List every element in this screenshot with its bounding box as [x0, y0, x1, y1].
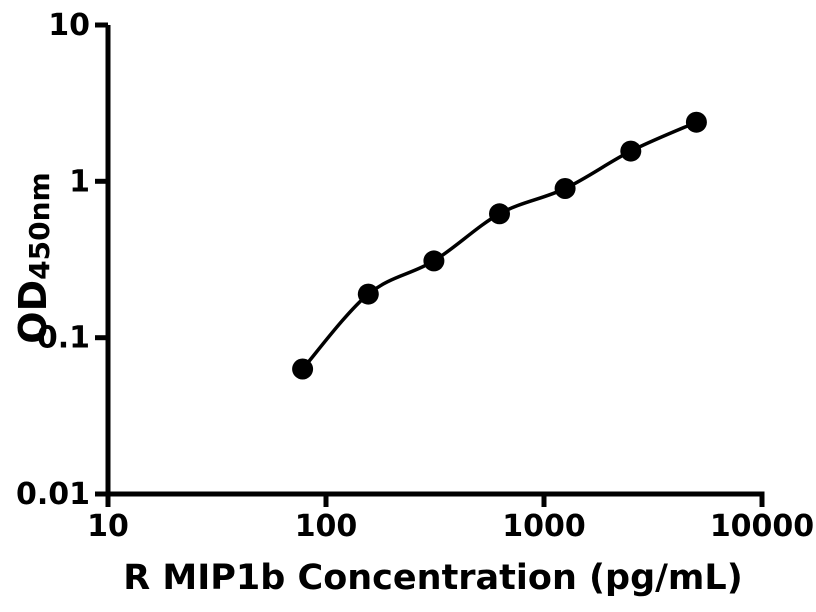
- x-tick-label-100: 100: [295, 509, 358, 544]
- axes-layer: [95, 22, 765, 507]
- tick-label-layer: 10 100 1000 10000 10 1 0.1 0.01: [16, 8, 814, 544]
- x-tick-label-10000: 10000: [710, 509, 814, 544]
- plot-layer: [292, 111, 707, 380]
- y-tick-label-0.01: 0.01: [16, 477, 90, 512]
- data-point-3: [489, 203, 510, 225]
- data-point-1: [357, 283, 379, 305]
- data-point-6: [685, 111, 707, 133]
- y-axis-title-main: OD: [11, 280, 55, 344]
- y-axis-title: OD450nm: [11, 172, 56, 343]
- y-tick-label-0.1: 0.1: [37, 321, 90, 356]
- x-tick-label-10: 10: [87, 509, 129, 544]
- x-tick-label-1000: 1000: [502, 509, 586, 544]
- data-point-0: [292, 358, 314, 380]
- data-point-5: [620, 140, 642, 162]
- y-axis-title-subscript: 450nm: [23, 172, 56, 280]
- y-tick-label-1: 1: [69, 164, 90, 199]
- data-point-2: [423, 250, 445, 272]
- data-point-4: [554, 178, 576, 199]
- x-axis-title: R MIP1b Concentration (pg/mL): [123, 558, 742, 598]
- y-tick-label-10: 10: [48, 8, 90, 43]
